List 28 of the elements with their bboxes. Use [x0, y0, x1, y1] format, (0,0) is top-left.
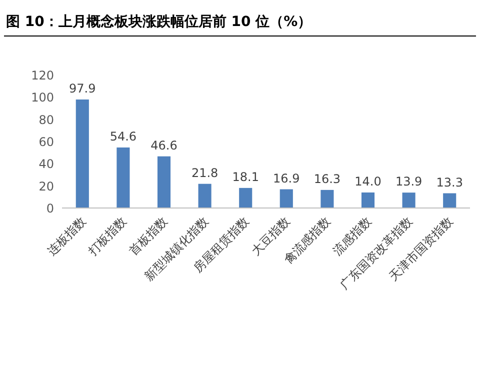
bar — [157, 156, 171, 208]
y-tick-label: 100 — [31, 90, 54, 105]
data-label: 54.6 — [110, 129, 137, 144]
y-tick-label: 0 — [46, 202, 54, 216]
data-label: 13.3 — [436, 175, 463, 190]
bar — [76, 99, 89, 208]
bar — [320, 190, 334, 208]
data-label: 14.0 — [354, 174, 382, 188]
bar — [361, 192, 375, 208]
data-label: 13.9 — [395, 174, 422, 189]
bar — [198, 184, 212, 208]
bar — [443, 193, 456, 208]
bar — [239, 188, 252, 208]
data-label: 18.1 — [232, 170, 259, 184]
y-tick-label: 20 — [38, 179, 54, 194]
data-label: 97.9 — [69, 81, 96, 96]
y-tick-label: 60 — [38, 135, 54, 149]
data-label: 16.9 — [273, 171, 300, 186]
bar — [402, 192, 416, 208]
y-tick-label: 40 — [38, 157, 54, 172]
bar — [280, 189, 293, 208]
data-label: 21.8 — [191, 166, 218, 180]
y-tick-label: 120 — [31, 68, 54, 82]
bar — [116, 147, 130, 208]
y-tick-label: 80 — [38, 112, 54, 127]
data-label: 46.6 — [150, 138, 178, 152]
data-label: 16.3 — [314, 172, 341, 186]
chart-title: 图 10：上月概念板块涨跌幅位居前 10 位（%） — [6, 14, 312, 30]
